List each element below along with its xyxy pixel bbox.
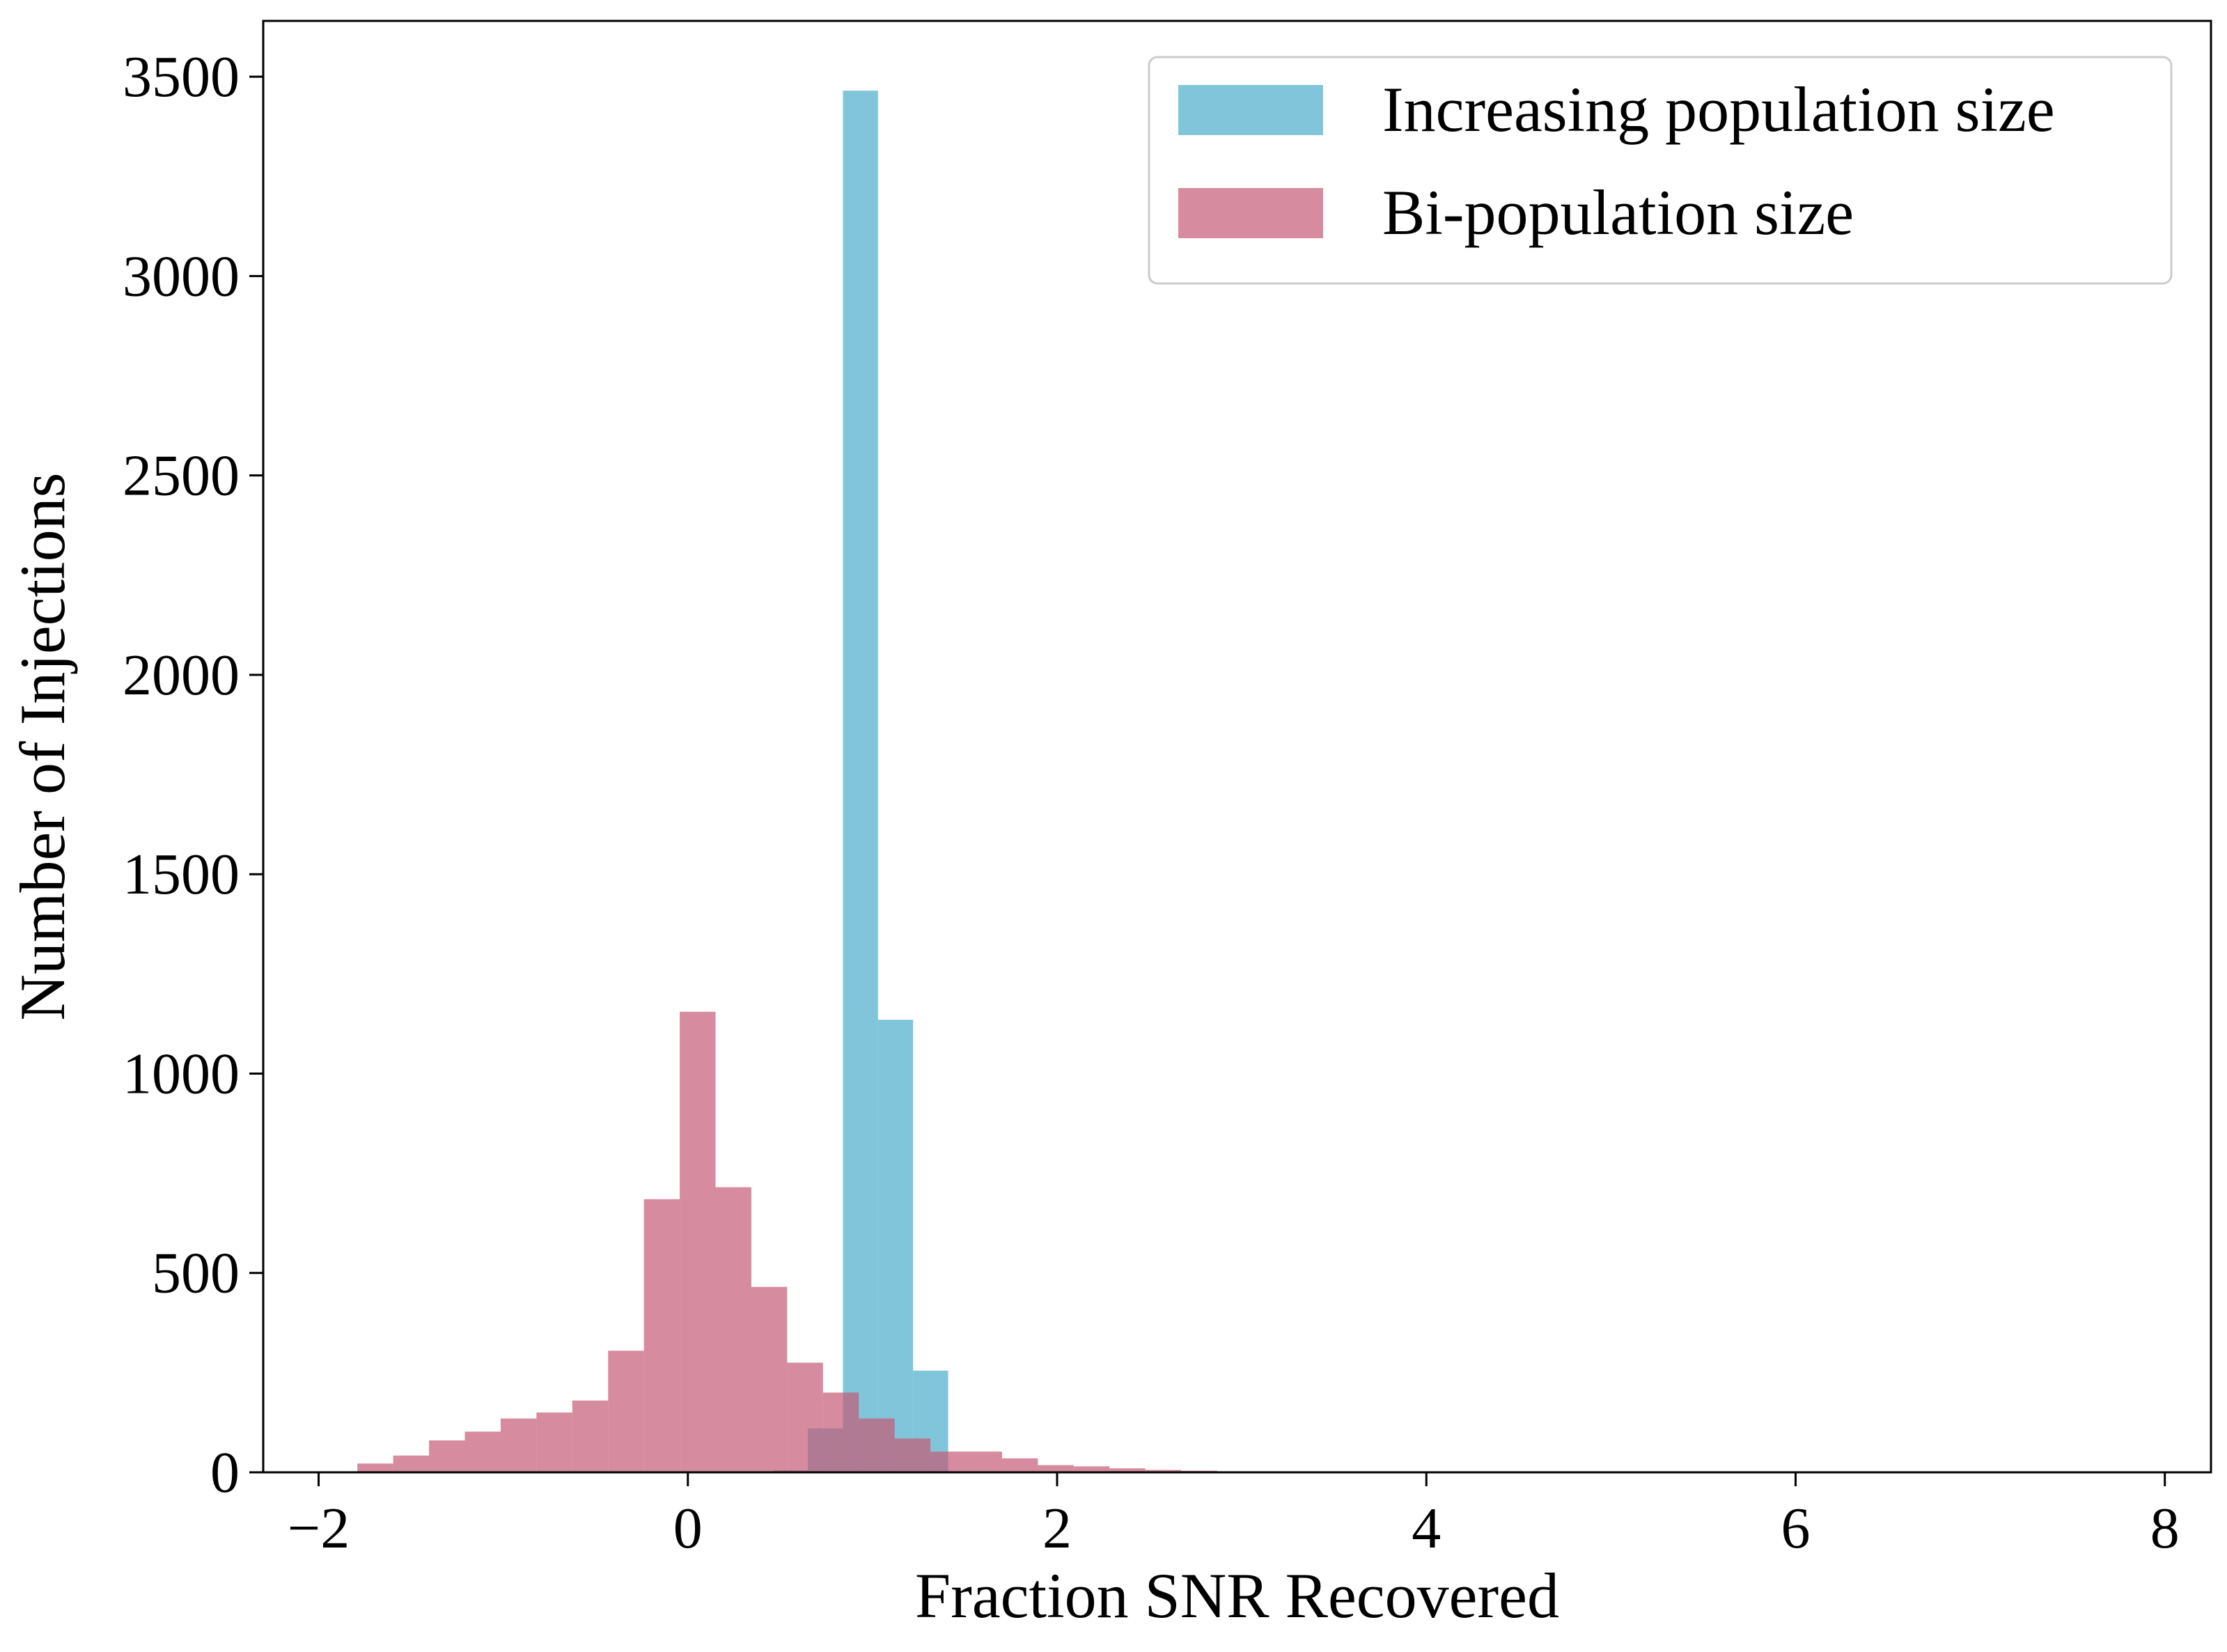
bar-bipopulation-15 bbox=[894, 1438, 931, 1472]
bar-bipopulation-10 bbox=[715, 1187, 751, 1472]
x-tick-label: 8 bbox=[2150, 1496, 2180, 1561]
bar-bipopulation-6 bbox=[572, 1400, 609, 1472]
bar-bipopulation-2 bbox=[429, 1440, 465, 1472]
bar-bipopulation-5 bbox=[536, 1412, 572, 1472]
bar-bipopulation-8 bbox=[643, 1199, 680, 1472]
bar-bipopulation-18 bbox=[1002, 1458, 1038, 1472]
y-axis-label: Number of Injections bbox=[7, 473, 78, 1021]
x-tick-label: 4 bbox=[1412, 1496, 1441, 1561]
y-tick-label: 3500 bbox=[123, 45, 240, 109]
y-tick-label: 500 bbox=[152, 1241, 240, 1306]
bar-bipopulation-20 bbox=[1073, 1466, 1110, 1472]
x-axis-label: Fraction SNR Recovered bbox=[915, 1560, 1559, 1631]
y-tick-label: 0 bbox=[210, 1440, 240, 1505]
y-tick-label: 1500 bbox=[123, 842, 240, 907]
bar-bipopulation-17 bbox=[966, 1451, 1002, 1472]
bar-bipopulation-3 bbox=[464, 1431, 501, 1472]
bar-bipopulation-19 bbox=[1038, 1465, 1074, 1472]
x-tick-label: 6 bbox=[1781, 1496, 1810, 1561]
x-tick-label: 2 bbox=[1042, 1496, 1072, 1561]
legend-label-increasing: Increasing population size bbox=[1382, 74, 2055, 145]
y-tick-label: 2000 bbox=[123, 643, 240, 708]
bar-bipopulation-16 bbox=[930, 1451, 967, 1472]
bar-bipopulation-14 bbox=[859, 1418, 895, 1472]
bar-increasing-2 bbox=[843, 91, 878, 1473]
ticks-layer: −2 0 2 4 6 8 0 500 1000 1500 2000 2500 3000 3500 bbox=[123, 45, 2180, 1561]
legend-swatch-increasing bbox=[1178, 85, 1323, 135]
bar-bipopulation-13 bbox=[822, 1392, 859, 1472]
bar-bipopulation-7 bbox=[608, 1350, 644, 1472]
y-tick-label: 2500 bbox=[123, 444, 240, 508]
x-tick-label: −2 bbox=[288, 1496, 350, 1561]
y-tick-label: 1000 bbox=[123, 1041, 240, 1106]
plot-frame bbox=[262, 20, 2212, 1474]
bar-bipopulation-4 bbox=[500, 1418, 537, 1472]
bars-layer bbox=[357, 91, 1289, 1473]
bar-bipopulation-21 bbox=[1109, 1468, 1146, 1472]
x-tick-label: 0 bbox=[673, 1496, 703, 1561]
bar-bipopulation-0 bbox=[357, 1463, 393, 1472]
bar-bipopulation-12 bbox=[787, 1362, 823, 1472]
bar-bipopulation-9 bbox=[680, 1011, 716, 1472]
bar-bipopulation-1 bbox=[393, 1455, 430, 1472]
bar-increasing-3 bbox=[877, 1020, 914, 1472]
y-tick-label: 3000 bbox=[123, 244, 240, 309]
legend: Increasing population size Bi-population… bbox=[1148, 56, 2173, 285]
bar-bipopulation-22 bbox=[1145, 1470, 1182, 1472]
legend-box bbox=[1148, 56, 2173, 285]
legend-label-bipopulation: Bi-population size bbox=[1382, 177, 1854, 248]
bar-bipopulation-11 bbox=[751, 1286, 788, 1472]
legend-swatch-bipopulation bbox=[1178, 188, 1323, 238]
